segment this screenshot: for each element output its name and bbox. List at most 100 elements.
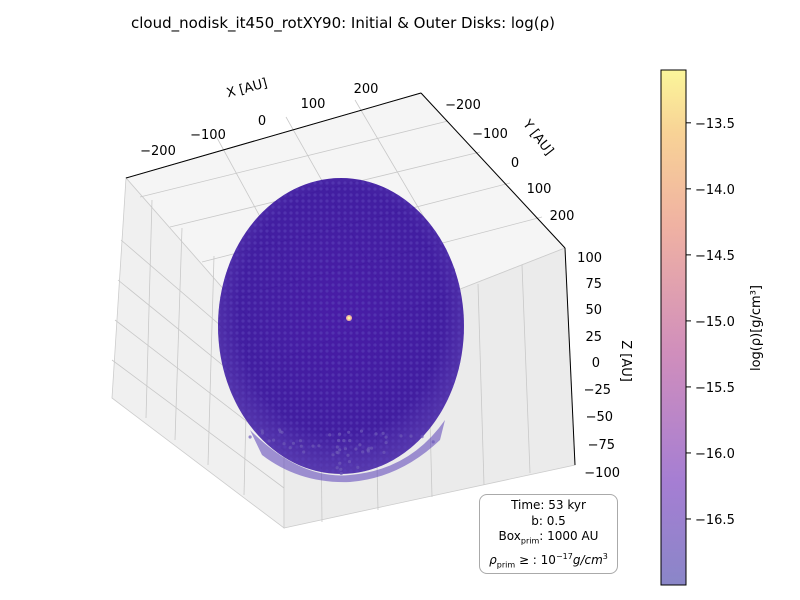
scatter-point [347, 460, 352, 464]
scatter-point [339, 467, 343, 471]
y-tick: 200 [550, 209, 575, 224]
colorbar-tick-label: −15.0 [695, 315, 735, 330]
z-tick: 75 [585, 277, 602, 292]
z-tick: 25 [585, 330, 602, 345]
axis-lines [125, 92, 576, 466]
y-axis-label: Y [AU] [519, 116, 556, 158]
z-axis-label: Z [AU] [618, 340, 633, 382]
scatter-point [335, 466, 339, 470]
info-rho-symbol: ρ [489, 552, 497, 567]
info-rho-mid: ≥ : 10 [515, 552, 556, 567]
colorbar-gradient [660, 69, 687, 586]
central-density-core [347, 316, 351, 320]
scatter-point [343, 447, 347, 451]
scatter-point [431, 440, 435, 444]
colorbar-tick-label: −15.5 [695, 381, 735, 396]
scatter-point [272, 438, 276, 442]
scatter-point [299, 444, 303, 448]
scatter-point [302, 450, 306, 454]
scatter-point [420, 435, 424, 439]
scatter-point [409, 434, 413, 438]
z-tick: 50 [585, 303, 602, 318]
z-tick: −100 [584, 466, 620, 481]
info-rho: ρprim ≥ : 10−17g/cm3 [480, 549, 617, 573]
scatter-point [346, 453, 350, 457]
y-tick: 100 [527, 182, 552, 197]
scatter-point [335, 445, 339, 449]
scatter-point [291, 441, 295, 445]
scatter-point [339, 471, 343, 476]
colorbar-tick-label: −13.5 [695, 117, 735, 132]
info-box-prefix: Box [498, 529, 521, 543]
scatter-point [348, 439, 352, 443]
colorbar-tick-label: −16.5 [695, 513, 735, 528]
scatter-point [384, 435, 388, 439]
scatter-point [278, 428, 282, 432]
scatter-point [354, 447, 358, 451]
colorbar-tick-label: −16.0 [695, 447, 735, 462]
y-tick: −200 [445, 98, 481, 113]
colorbar-ticks: −13.5 −14.0 −14.5 −15.0 −15.5 −16.0 −16.5 [686, 117, 735, 528]
info-time: Time: 53 kyr [511, 498, 586, 512]
y-tick: 0 [511, 156, 519, 171]
colorbar-tick-label: −14.0 [695, 183, 735, 198]
scatter-point [381, 431, 385, 435]
scatter-point [356, 465, 360, 469]
scatter-point [267, 439, 271, 443]
scatter-point [338, 461, 342, 465]
info-rho-unit: g/cm [572, 552, 603, 567]
x-tick: −100 [190, 128, 226, 143]
scatter-point [260, 431, 264, 435]
z-axis: 100 75 50 25 0 −25 −50 −75 −100 Z [AU] [577, 251, 633, 481]
info-box-size: Boxprim: 1000 AU [480, 529, 617, 549]
scatter-point [338, 432, 342, 436]
scatter-point [399, 434, 403, 438]
info-box-value: : 1000 AU [539, 529, 599, 543]
scatter-point [347, 430, 351, 434]
colorbar: −13.5 −14.0 −14.5 −15.0 −15.5 −16.0 −16.5 log(… [660, 69, 764, 586]
z-tick: 0 [592, 356, 600, 371]
cloud-lower-fringe [250, 420, 445, 483]
z-tick: −50 [586, 410, 613, 425]
scatter-point [248, 435, 252, 439]
scatter-cloud [218, 178, 464, 483]
scatter-point [358, 443, 362, 447]
scatter-point [288, 446, 292, 450]
x-tick: 0 [258, 114, 266, 129]
z-tick: −75 [588, 438, 615, 453]
info-rho-sub: prim [496, 560, 516, 570]
x-axis-label: X [AU] [225, 76, 269, 101]
scatter-point [361, 450, 365, 454]
colorbar-label: log(ρ)[g/cm³] [749, 285, 764, 371]
x-tick: 100 [301, 97, 326, 112]
info-box-sub: prim [520, 536, 540, 546]
scatter-point [328, 433, 332, 437]
info-rho-unit-exp: 3 [602, 551, 608, 561]
cloud-texture [218, 178, 464, 474]
scatter-point [335, 450, 339, 454]
chart-title: cloud_nodisk_it450_rotXY90: Initial & Ou… [131, 14, 555, 33]
z-tick: −25 [584, 383, 611, 398]
info-rho-exp: −17 [555, 551, 573, 561]
info-box: Time: 53 kyr b: 0.5 Boxprim: 1000 AU ρpr… [479, 494, 618, 574]
scatter-point [359, 429, 364, 433]
scatter-point [282, 442, 286, 446]
colorbar-tick-label: −14.5 [695, 249, 735, 264]
scatter-point [370, 446, 374, 450]
scatter-outliers [248, 428, 435, 476]
info-b: b: 0.5 [531, 513, 566, 528]
scatter-point [331, 453, 335, 457]
z-tick: 100 [577, 251, 602, 266]
y-tick: −100 [472, 127, 508, 142]
scatter-point [374, 432, 378, 436]
x-tick: −200 [140, 144, 176, 159]
scatter-point [317, 444, 321, 448]
scatter-point [382, 450, 386, 454]
scatter-point [298, 439, 303, 443]
scatter-point [338, 448, 342, 452]
scatter-point [342, 439, 346, 443]
scatter-point [384, 441, 388, 445]
scatter-point [311, 444, 315, 448]
scatter-point [337, 438, 341, 443]
